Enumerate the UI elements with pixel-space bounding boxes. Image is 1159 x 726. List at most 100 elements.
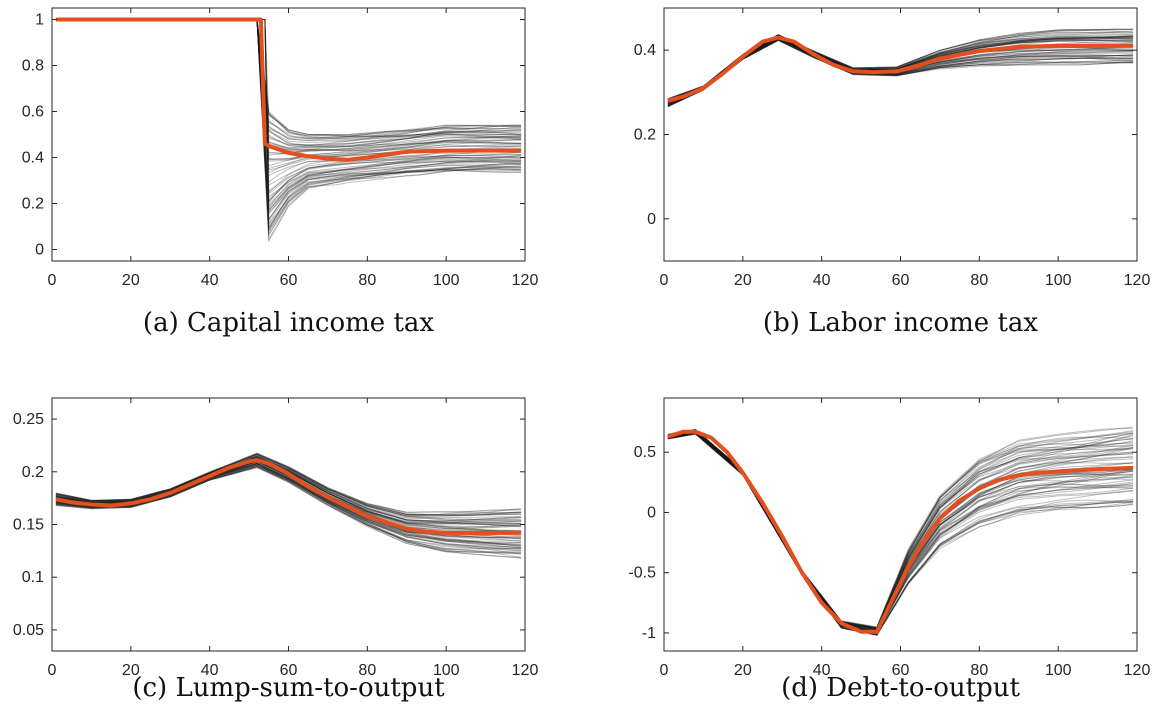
simulation-path — [55, 19, 522, 140]
simulation-path — [55, 19, 522, 137]
mean-path-line — [667, 429, 1134, 634]
x-tick-label: 60 — [280, 272, 298, 289]
simulation-lines — [667, 426, 1134, 636]
simulation-path — [55, 454, 522, 519]
mean-path-line — [55, 458, 522, 535]
x-tick-label: 20 — [734, 272, 752, 289]
simulation-path — [55, 463, 522, 549]
x-tick-label: 100 — [433, 272, 460, 289]
simulation-path — [55, 455, 522, 522]
x-tick-label: 80 — [970, 662, 988, 679]
x-tick-label: 20 — [122, 272, 140, 289]
simulation-path — [55, 455, 522, 522]
y-tick-label: 0.25 — [13, 411, 44, 428]
simulation-path — [667, 39, 1134, 107]
x-tick-label: 100 — [1045, 272, 1072, 289]
simulation-path — [55, 464, 522, 549]
panel-b-labor-income-tax: 0 20 40 60 80 100 120 0 0.2 0.4 (b) Labor income t… — [634, 7, 1151, 338]
x-tick-label: 80 — [970, 272, 988, 289]
simulation-path — [55, 466, 522, 554]
simulation-path — [55, 19, 522, 139]
mean-path-line — [667, 35, 1134, 103]
simulation-path — [55, 19, 522, 140]
simulation-path — [667, 39, 1134, 107]
simulation-path — [667, 429, 1134, 630]
y-tick-label: 1 — [35, 12, 44, 29]
simulation-path — [55, 467, 522, 559]
y-tick-label: 0.4 — [634, 42, 656, 59]
x-tick-label: 80 — [358, 662, 376, 679]
simulation-path — [667, 430, 1134, 631]
y-tick-label: 0 — [647, 504, 656, 521]
y-tick-label: 0.2 — [22, 464, 44, 481]
simulation-path — [55, 19, 522, 136]
x-tick-label: 120 — [512, 272, 539, 289]
axes-box — [663, 397, 1138, 652]
simulation-lines — [55, 19, 522, 243]
simulation-path — [667, 39, 1134, 107]
panel-caption: (a) Capital income tax — [143, 308, 434, 338]
simulation-path — [55, 466, 522, 553]
mean-path-line — [55, 17, 522, 162]
simulation-path — [55, 453, 522, 517]
y-tick-label: 0.8 — [22, 58, 44, 75]
simulation-path — [55, 456, 522, 523]
y-tick-label: 0.1 — [22, 569, 44, 586]
x-tick-label: 40 — [813, 662, 831, 679]
simulation-path — [55, 465, 522, 550]
simulation-path — [55, 453, 522, 515]
simulation-path — [55, 453, 522, 516]
panel-caption: (c) Lump-sum-to-output — [132, 673, 445, 703]
simulation-path — [667, 430, 1134, 631]
simulation-path — [55, 465, 522, 555]
x-tick-label: 60 — [892, 662, 910, 679]
simulation-path — [667, 430, 1134, 630]
x-tick-label: 40 — [201, 662, 219, 679]
y-tick-label: 0.15 — [13, 517, 44, 534]
simulation-path — [55, 462, 522, 548]
simulation-path — [55, 453, 522, 516]
y-tick-label: 0.2 — [634, 127, 656, 144]
simulation-path — [55, 19, 522, 228]
simulation-path — [55, 466, 522, 558]
simulation-path — [667, 429, 1134, 629]
x-tick-label: 40 — [813, 272, 831, 289]
x-tick-label: 60 — [892, 272, 910, 289]
simulation-path — [667, 39, 1134, 107]
simulation-path — [667, 429, 1134, 630]
simulation-path — [55, 455, 522, 522]
x-tick-label: 0 — [48, 662, 57, 679]
y-tick-label: 0.5 — [634, 444, 656, 461]
simulation-path — [55, 19, 522, 135]
y-tick-label: 0.4 — [22, 150, 44, 167]
simulation-path — [667, 430, 1134, 630]
simulation-path — [55, 465, 522, 558]
simulation-path — [55, 19, 522, 206]
x-tick-label: 80 — [358, 272, 376, 289]
simulation-path — [667, 429, 1134, 630]
x-tick-label: 20 — [122, 662, 140, 679]
simulation-path — [55, 466, 522, 553]
y-tick-label: 0.05 — [13, 622, 44, 639]
panel-caption: (b) Labor income tax — [763, 308, 1038, 338]
x-tick-label: 100 — [1045, 662, 1072, 679]
simulation-path — [667, 38, 1134, 106]
simulation-path — [55, 453, 522, 514]
simulation-path — [667, 430, 1134, 630]
simulation-path — [667, 429, 1134, 630]
simulation-path — [55, 453, 522, 516]
simulation-path — [55, 19, 522, 143]
x-tick-label: 0 — [48, 272, 57, 289]
simulation-path — [55, 452, 522, 513]
simulation-path — [667, 429, 1134, 630]
simulation-path — [55, 19, 522, 139]
y-tick-label: 0 — [647, 211, 656, 228]
x-tick-label: 120 — [512, 662, 539, 679]
x-tick-label: 120 — [1124, 662, 1151, 679]
x-tick-label: 120 — [1124, 272, 1151, 289]
simulation-path — [55, 464, 522, 550]
simulation-path — [55, 19, 522, 209]
x-tick-label: 100 — [433, 662, 460, 679]
simulation-path — [667, 38, 1134, 106]
